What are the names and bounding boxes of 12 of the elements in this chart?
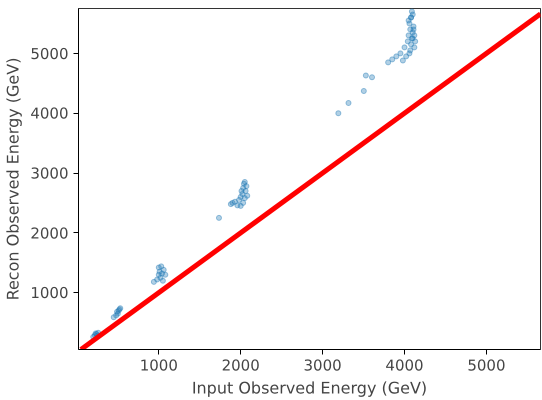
x-tick-label: 5000 <box>467 356 506 374</box>
y-tick-label: 5000 <box>30 44 69 63</box>
y-tick-label: 4000 <box>30 104 69 123</box>
y-axis-title: Recon Observed Energy (GeV) <box>3 58 22 300</box>
x-tick-label: 1000 <box>140 356 178 374</box>
x-axis-title: Input Observed Energy (GeV) <box>192 378 428 398</box>
x-tick-label: 3000 <box>304 356 342 374</box>
x-tick-label: 2000 <box>222 356 260 374</box>
y-tick-label: 2000 <box>30 224 69 242</box>
y-tick-label: 3000 <box>30 164 69 183</box>
x-tick-label: 4000 <box>385 356 424 374</box>
y-tick-label: 1000 <box>30 284 69 302</box>
